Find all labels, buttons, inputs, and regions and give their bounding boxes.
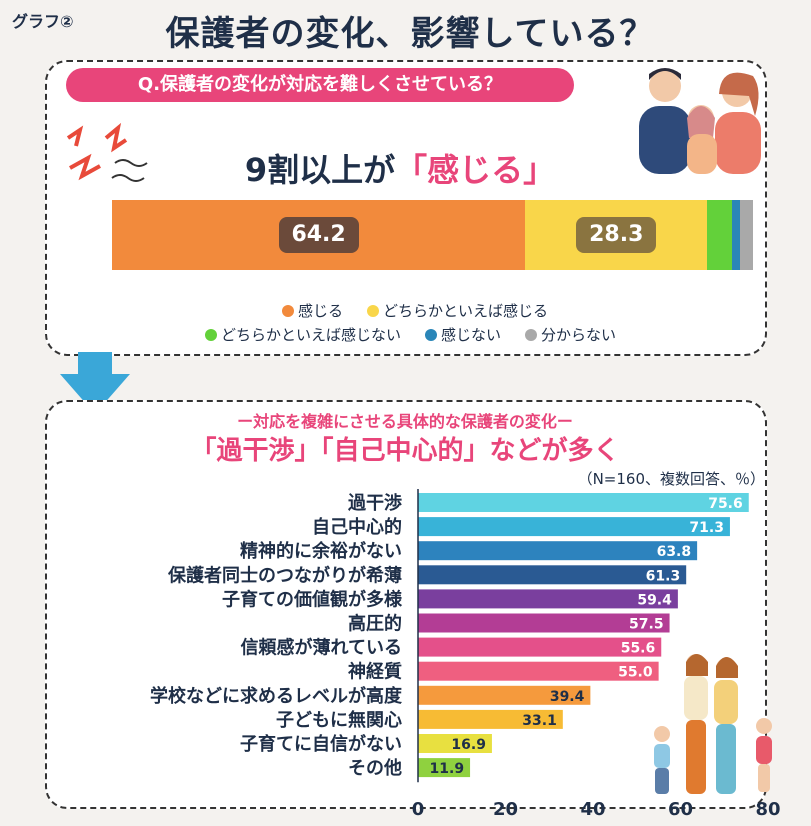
category-label: 精神的に余裕がない <box>240 540 402 562</box>
main-title: 保護者の変化、影響している？ <box>165 14 655 54</box>
value-label: 59.4 <box>637 592 672 608</box>
stacked-segment-1: 28.3 <box>525 200 708 270</box>
bar <box>418 661 659 681</box>
legend-item: どちらかといえば感じない <box>205 324 401 345</box>
bar <box>418 565 687 585</box>
category-label: 保護者同士のつながりが希薄 <box>167 564 402 586</box>
legend-label: 分からない <box>541 326 617 344</box>
legend-dot <box>282 304 294 317</box>
x-tick-label: 20 <box>493 799 518 820</box>
x-tick-label: 80 <box>755 799 780 820</box>
legend-dot <box>205 328 217 341</box>
legend-dot <box>367 304 380 317</box>
value-label: 55.6 <box>621 641 656 657</box>
x-tick-label: 40 <box>580 799 605 820</box>
category-label: その他 <box>348 757 402 779</box>
headline-accent: 「感じる」 <box>395 151 556 189</box>
question-badge: Q.保護者の変化が対応を難しくさせている？ <box>66 68 574 102</box>
stacked-segment-4 <box>740 200 753 270</box>
legend-item: 分からない <box>525 324 616 345</box>
legend-item: 感じる <box>282 300 343 321</box>
stacked-segment-0: 64.2 <box>112 200 526 270</box>
bar <box>418 685 591 705</box>
bar <box>418 541 698 561</box>
value-label: 63.8 <box>657 544 692 560</box>
x-tick-label: 60 <box>668 799 693 820</box>
chart-note: （N=160、複数回答、％） <box>577 470 765 488</box>
legend-dot <box>425 328 438 341</box>
stacked-segment-3 <box>731 200 741 270</box>
category-label: 高圧的 <box>348 613 402 635</box>
headline-prefix: 9割以上が <box>244 151 396 189</box>
legend-dot <box>525 328 538 341</box>
value-label: 57.5 <box>629 617 664 633</box>
legend-item: どちらかといえば感じる <box>367 300 548 321</box>
bar <box>418 517 730 537</box>
category-label: 自己中心的 <box>312 516 402 538</box>
value-label: 61.3 <box>646 568 681 584</box>
legend-row-1: 感じる どちらかといえば感じる <box>282 300 548 321</box>
graph-label: グラフ② <box>12 12 74 31</box>
legend-label: 感じない <box>441 326 502 344</box>
bar <box>418 758 471 778</box>
value-label: 11.9 <box>430 761 465 777</box>
walking-family-illustration <box>654 654 772 794</box>
down-arrow-icon <box>60 352 130 414</box>
category-label: 信頼感が薄れている <box>241 637 402 659</box>
category-label: 子育ての価値観が多様 <box>222 588 403 610</box>
stacked-bar: 64.2 28.3 <box>112 200 753 270</box>
bar <box>418 613 670 633</box>
category-label: 子育てに自信がない <box>240 733 402 755</box>
bottom-headline: 「過干渉」「自己中心的」などが多く <box>190 436 620 466</box>
legend-row-2: どちらかといえば感じない 感じない 分からない <box>205 324 616 345</box>
spark-icon <box>66 122 148 182</box>
family-illustration <box>639 68 761 174</box>
category-label: 学校などに求めるレベルが高度 <box>150 685 403 707</box>
sub-header: ー対応を複雑にさせる具体的な保護者の変化ー <box>237 412 573 431</box>
bar <box>418 637 662 657</box>
stacked-segment-label: 28.3 <box>576 217 657 253</box>
value-label: 55.0 <box>618 665 653 681</box>
value-label: 33.1 <box>522 713 557 729</box>
value-label: 71.3 <box>689 520 724 536</box>
bar <box>418 709 563 729</box>
legend-label: どちらかといえば感じない <box>221 326 402 344</box>
value-label: 16.9 <box>451 737 486 753</box>
legend-label: どちらかといえば感じる <box>383 302 549 320</box>
bar <box>418 734 492 753</box>
value-label: 39.4 <box>550 689 585 705</box>
bar <box>418 493 749 512</box>
legend-item: 感じない <box>425 324 501 345</box>
category-label: 過干渉 <box>348 493 402 514</box>
value-label: 75.6 <box>708 496 743 512</box>
bar <box>418 589 678 609</box>
stacked-segment-label: 64.2 <box>278 217 359 253</box>
legend-label: 感じる <box>298 302 344 320</box>
stacked-segment-2 <box>707 200 732 270</box>
category-label: 子どもに無関心 <box>276 709 402 731</box>
headline: 9割以上が「感じる」 <box>150 145 650 191</box>
category-label: 神経質 <box>348 661 402 683</box>
x-tick-label: 0 <box>412 799 425 820</box>
